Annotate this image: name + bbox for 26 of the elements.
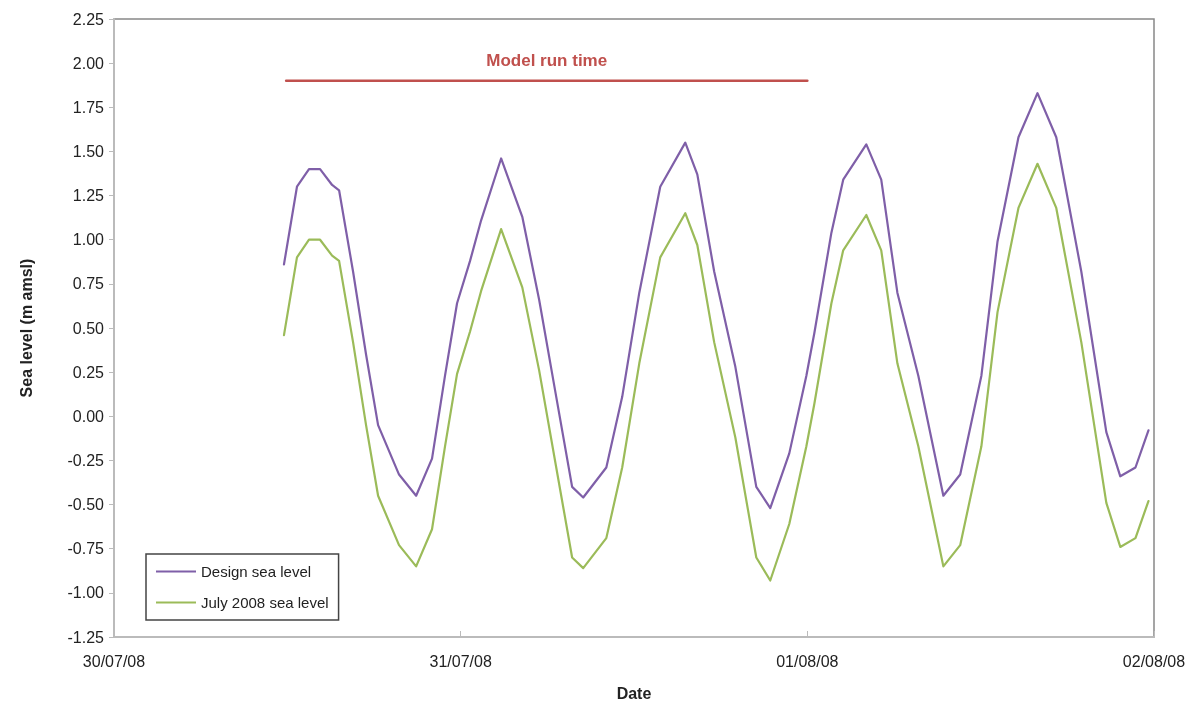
y-tick-label: 2.00 xyxy=(72,54,105,72)
y-tick-label: -1.00 xyxy=(67,584,105,602)
y-tick-label: -0.25 xyxy=(67,451,105,469)
y-tick-label: 1.25 xyxy=(72,187,105,205)
y-tick-label: 1.50 xyxy=(72,142,105,160)
x-tick-label: 31/07/08 xyxy=(429,652,492,670)
y-tick-label: 1.75 xyxy=(72,98,105,116)
y-tick-label: 1.00 xyxy=(72,231,105,249)
y-tick-label: -0.75 xyxy=(67,540,105,558)
x-axis-title: Date xyxy=(616,684,652,702)
y-tick-label: 2.25 xyxy=(72,10,105,28)
x-tick-label: 30/07/08 xyxy=(82,652,146,670)
y-tick-label: 0.75 xyxy=(72,275,105,293)
line-series xyxy=(282,162,1150,582)
legend-label: Design sea level xyxy=(201,563,312,580)
y-tick-label: -1.25 xyxy=(67,628,105,646)
y-tick-label: 0.50 xyxy=(72,319,105,337)
y-tick-label: 0.00 xyxy=(72,407,105,425)
y-tick-label: 0.25 xyxy=(72,363,105,381)
legend-label: July 2008 sea level xyxy=(201,594,329,611)
line-series xyxy=(282,92,1150,510)
x-tick-label: 02/08/08 xyxy=(1122,652,1186,670)
x-tick-label: 01/08/08 xyxy=(776,652,839,670)
y-axis-title: Sea level (m amsl) xyxy=(17,258,35,398)
y-tick-label: -0.50 xyxy=(67,496,105,514)
series-label: Model run time xyxy=(486,50,608,70)
